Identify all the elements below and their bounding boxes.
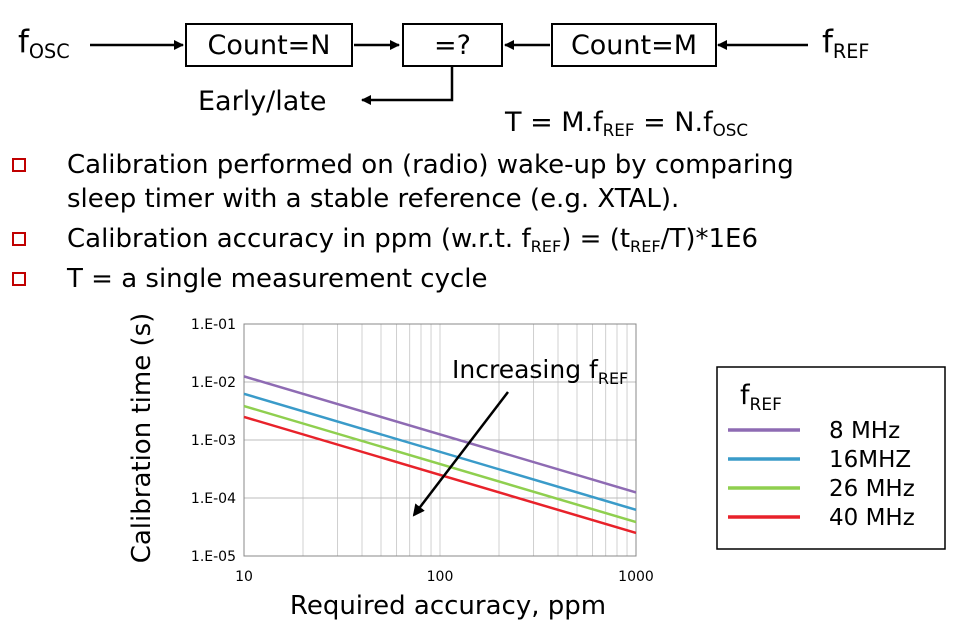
x-tick-label: 10 <box>235 569 253 585</box>
bullet-2-sub2: REF <box>630 236 661 256</box>
bullet-2-pre: Calibration accuracy in ppm (w.r.t. f <box>67 224 531 254</box>
series-line <box>243 415 637 535</box>
f-osc-sub: OSC <box>28 39 70 63</box>
compare-label: =? <box>434 29 471 61</box>
legend-title-sub: REF <box>750 395 782 415</box>
equation-part2: = N.f <box>634 107 713 138</box>
x-tick-label: 1000 <box>618 569 654 585</box>
bullet-1-line2: sleep timer with a stable reference (e.g… <box>67 184 680 214</box>
count-m-box: Count=M <box>551 23 717 67</box>
f-osc-main: f <box>18 24 29 60</box>
series-line <box>243 404 637 524</box>
bullet-square-icon <box>12 232 26 246</box>
y-tick-label: 1.E-03 <box>191 433 236 449</box>
arrow-compare-to-early-late <box>361 66 454 105</box>
legend-title-main: f <box>740 380 751 411</box>
x-tick-label: 100 <box>427 569 454 585</box>
bullet-2-sub1: REF <box>530 236 562 256</box>
f-osc-label: fOSC <box>18 24 70 63</box>
bullet-2-text: Calibration accuracy in ppm (w.r.t. fREF… <box>67 222 758 256</box>
count-n-label: Count=N <box>207 29 331 61</box>
early-late-label: Early/late <box>198 86 327 117</box>
series-line <box>243 375 637 494</box>
x-axis-label: Required accuracy, ppm <box>290 591 606 621</box>
y-axis-label: Calibration time (s) <box>127 313 157 564</box>
equation-sub2: OSC <box>712 120 749 141</box>
legend-entry-label: 40 MHz <box>829 505 915 531</box>
f-ref-label: fREF <box>822 24 870 63</box>
increasing-fref-arrow <box>412 391 509 517</box>
count-n-box: Count=N <box>185 23 353 67</box>
bullet-1-line1: Calibration performed on (radio) wake-up… <box>67 150 794 180</box>
x-tick-labels: 10 100 1000 <box>235 569 654 585</box>
annotation-label: Increasing fREF <box>452 355 628 388</box>
series-lines <box>243 375 637 535</box>
annotation-main: Increasing f <box>452 355 599 384</box>
legend-entry-label: 26 MHz <box>829 476 915 502</box>
block-diagram-arrows <box>90 40 808 105</box>
y-tick-label: 1.E-01 <box>191 317 236 333</box>
y-tick-label: 1.E-04 <box>191 491 236 507</box>
legend-entries: 8 MHz 16MHZ 26 MHz 40 MHz <box>728 418 915 531</box>
y-tick-label: 1.E-02 <box>191 375 236 391</box>
bullet-2-post: /T)*1E6 <box>660 224 758 254</box>
legend-entry-label: 16MHZ <box>829 447 911 473</box>
legend-entry-label: 8 MHz <box>829 418 900 444</box>
equation-sub1: REF <box>602 120 635 141</box>
plot-frame <box>243 323 637 557</box>
f-ref-sub: REF <box>832 39 870 63</box>
equation-part1: T = M.f <box>505 107 603 138</box>
period-equation: T = M.fREF = N.fOSC <box>505 107 748 138</box>
f-ref-main: f <box>822 24 833 60</box>
calibration-time-chart: 1.E-05 1.E-04 1.E-03 1.E-02 1.E-01 10 100 1000… <box>127 313 946 621</box>
count-m-label: Count=M <box>570 29 698 61</box>
legend-title: fREF <box>740 380 782 415</box>
bullet-2-mid: ) = (t <box>561 224 631 254</box>
compare-box: =? <box>402 23 503 67</box>
series-line <box>243 392 637 512</box>
bullet-3-text: T = a single measurement cycle <box>67 264 488 294</box>
bullet-square-icon <box>12 272 26 286</box>
annotation-sub: REF <box>598 369 628 388</box>
bullet-square-icon <box>12 158 26 172</box>
y-tick-labels: 1.E-05 1.E-04 1.E-03 1.E-02 1.E-01 <box>191 317 236 565</box>
y-tick-label: 1.E-05 <box>191 549 236 565</box>
